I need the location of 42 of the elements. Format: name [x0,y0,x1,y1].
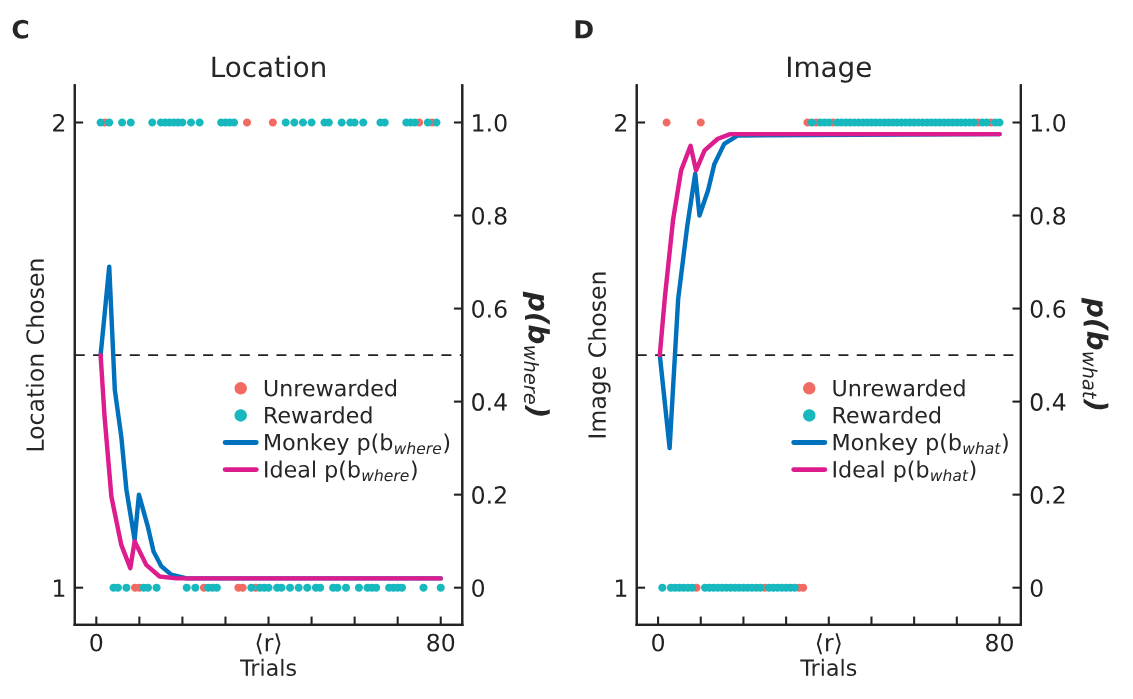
x-tick-label: 0 [90,633,103,652]
legend-label: Ideal p(b$_{where}$) [265,460,417,482]
y2-tick-label: 0.8 [472,206,507,225]
legend-label: Monkey p(b$_{what}$) [833,433,1008,455]
x-tick-label: ⟨r⟩ [816,633,841,655]
y-tick-label: 2 [53,113,65,132]
y2-axis-title: p(b$_{where}$) [522,291,550,416]
x-tick-label: 80 [427,633,455,652]
legend-label: Unrewarded [833,379,965,397]
y2-tick-label: 0.4 [1030,393,1066,411]
y2-tick-label: 0.4 [472,393,507,411]
y-axis-title: Image Chosen [587,272,611,438]
legend-label: Rewarded [265,406,372,424]
legend-label: Monkey p(b$_{where}$) [265,433,450,455]
y2-tick-label: 0 [472,579,485,597]
line-series [657,131,1002,358]
legend-label: Rewarded [833,406,941,424]
text: C [12,19,29,39]
x-axis-title: Trials [239,658,296,677]
y2-tick-label: 0.2 [1030,486,1065,504]
y-tick-label: 1 [54,579,65,597]
legend-label: Unrewarded [264,379,396,397]
chart-title: Image [788,56,871,83]
legend-label: Ideal p(b$_{what}$) [833,460,976,482]
y2-tick-label: 1.0 [473,113,507,132]
line-series [98,352,443,581]
y-tick-label: 1 [615,579,627,597]
y2-tick-label: 0.6 [472,300,507,318]
y2-tick-label: 1.0 [1031,113,1066,132]
x-tick-label: ⟨r⟩ [256,633,281,655]
y-axis-title: Location Chosen [25,259,45,451]
chart-title: Location [212,55,325,78]
text: D [575,20,593,39]
x-tick-label: 0 [652,633,665,652]
y2-tick-label: 0 [1030,579,1043,597]
y2-axis-title: p(b$_{what}$) [1081,297,1109,410]
y-tick-label: 2 [615,113,627,132]
y2-tick-label: 0.2 [472,486,506,504]
y2-tick-label: 0.6 [1030,300,1066,318]
x-tick-label: 80 [986,633,1013,652]
y2-tick-label: 0.8 [1030,206,1066,225]
x-axis-title: Trials [800,658,857,677]
